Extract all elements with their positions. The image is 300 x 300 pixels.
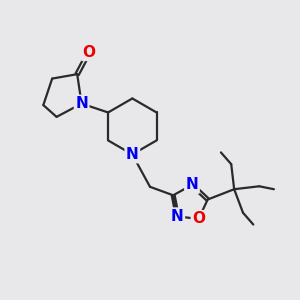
Text: O: O <box>192 212 205 226</box>
Text: N: N <box>186 177 198 192</box>
Text: N: N <box>126 147 139 162</box>
Text: N: N <box>171 209 184 224</box>
Text: O: O <box>82 45 95 60</box>
Text: N: N <box>75 96 88 111</box>
